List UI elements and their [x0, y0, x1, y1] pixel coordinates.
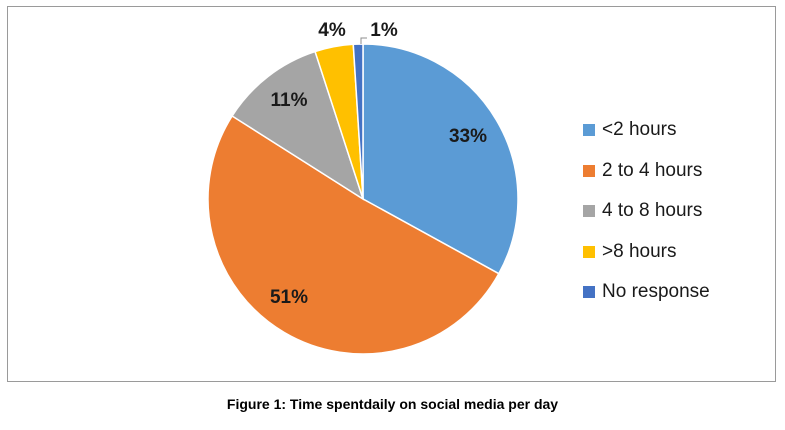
pie-slice-4-to-8-hours: [231, 50, 365, 201]
legend-swatch: [583, 124, 595, 137]
legend-label: 2 to 4 hours: [602, 159, 703, 181]
legend-label: <2 hours: [602, 119, 677, 141]
legend-label: No response: [602, 281, 710, 303]
legend-swatch: [583, 245, 595, 258]
legend-item-2-to-4-hours: 2 to 4 hours: [583, 151, 710, 192]
legend-swatch: [583, 286, 595, 299]
figure-caption: Figure 1: Time spentdaily on social medi…: [226, 396, 559, 412]
legend-swatch: [583, 164, 595, 177]
pie-slice-no-response: [352, 43, 364, 200]
legend-label: 4 to 8 hours: [602, 200, 703, 222]
legend-item-no-response: No response: [583, 272, 710, 313]
legend-item-over-8-hours: >8 hours: [583, 232, 710, 273]
data-label-8-hours: 4%: [318, 20, 346, 41]
legend-swatch: [583, 205, 595, 218]
legend-item-under-2-hours: <2 hours: [583, 110, 710, 151]
data-label-2-hours: 33%: [449, 126, 487, 147]
legend: <2 hours 2 to 4 hours 4 to 8 hours >8 ho…: [583, 110, 710, 313]
legend-label: >8 hours: [602, 240, 677, 262]
pie-slice-2-to-4-hours: [207, 114, 500, 355]
data-label-4-to-8-hours: 11%: [271, 90, 308, 111]
leader-line: [360, 37, 367, 44]
data-label-2-to-4-hours: 51%: [270, 287, 308, 308]
legend-item-4-to-8-hours: 4 to 8 hours: [583, 191, 710, 232]
data-label-no-response: 1%: [370, 20, 398, 41]
pie-slice-2-hours: [362, 43, 519, 275]
